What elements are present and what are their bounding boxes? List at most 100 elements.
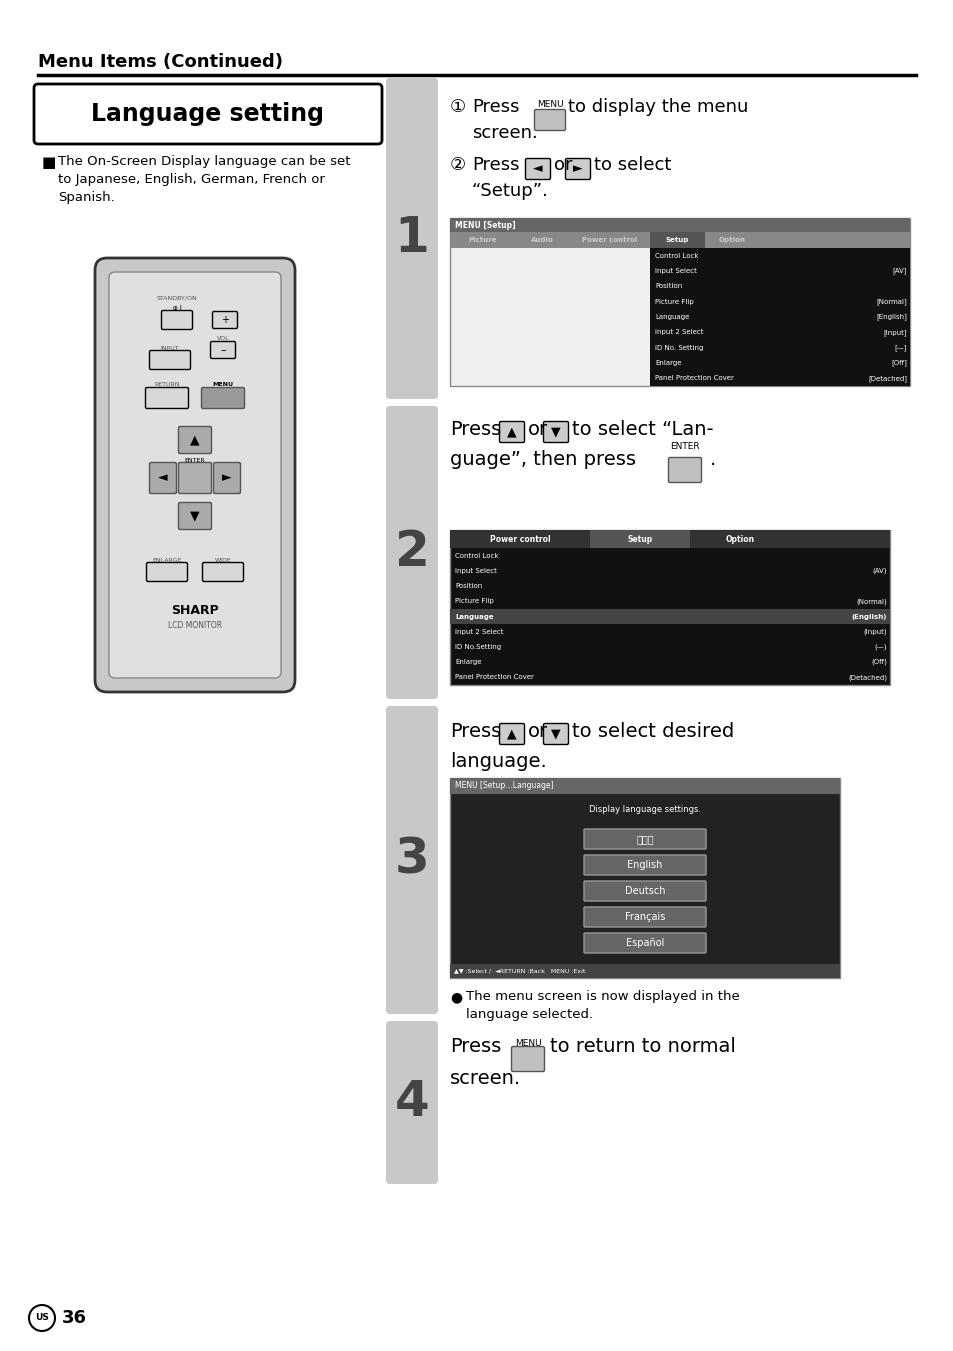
FancyBboxPatch shape: [525, 158, 550, 180]
Text: Power control: Power control: [489, 535, 550, 543]
Text: Setup: Setup: [665, 236, 688, 243]
Text: ▲: ▲: [190, 434, 199, 446]
Bar: [450, 965, 840, 978]
Text: –: –: [220, 345, 226, 355]
Text: Picture: Picture: [468, 236, 497, 243]
Text: VOL: VOL: [216, 335, 229, 340]
Text: STANDBY/ON: STANDBY/ON: [156, 296, 197, 300]
Bar: [689, 530, 789, 549]
FancyBboxPatch shape: [178, 503, 212, 530]
FancyBboxPatch shape: [583, 830, 705, 848]
Text: Position: Position: [455, 584, 482, 589]
Text: screen.: screen.: [472, 124, 537, 142]
FancyBboxPatch shape: [511, 1047, 544, 1071]
Text: Menu Items (Continued): Menu Items (Continued): [38, 53, 283, 72]
Text: to display the menu: to display the menu: [567, 99, 747, 116]
Text: to select: to select: [594, 155, 671, 174]
FancyBboxPatch shape: [211, 342, 235, 358]
Text: Input 2 Select: Input 2 Select: [655, 330, 702, 335]
Text: ▲: ▲: [507, 727, 517, 740]
FancyBboxPatch shape: [534, 109, 565, 131]
Text: [English]: [English]: [875, 313, 906, 320]
FancyBboxPatch shape: [178, 462, 212, 493]
Text: Input Select: Input Select: [655, 267, 696, 274]
Text: Press: Press: [450, 420, 500, 439]
Text: Input Select: Input Select: [455, 567, 497, 574]
Bar: [450, 530, 889, 685]
FancyBboxPatch shape: [583, 907, 705, 927]
FancyBboxPatch shape: [213, 462, 240, 493]
Text: ▲▼ :Select /  ◄RETURN :Back   MENU :Exit: ▲▼ :Select / ◄RETURN :Back MENU :Exit: [454, 969, 585, 974]
Text: Power control: Power control: [581, 236, 637, 243]
Text: (AV): (AV): [872, 567, 886, 574]
Text: 36: 36: [62, 1309, 87, 1327]
Text: [Input]: [Input]: [882, 328, 906, 335]
FancyBboxPatch shape: [201, 388, 244, 408]
Text: Position: Position: [655, 284, 681, 289]
Text: Language: Language: [655, 313, 689, 320]
Text: [—]: [—]: [894, 345, 906, 351]
Text: ►: ►: [573, 162, 582, 176]
Bar: [450, 778, 840, 794]
Text: Control Lock: Control Lock: [455, 553, 498, 558]
Bar: [450, 609, 889, 624]
FancyBboxPatch shape: [386, 1021, 437, 1183]
Text: [AV]: [AV]: [892, 267, 906, 274]
Text: Picture Flip: Picture Flip: [655, 299, 693, 305]
FancyBboxPatch shape: [178, 427, 212, 454]
Bar: [704, 232, 760, 249]
Text: WIDE: WIDE: [214, 558, 232, 562]
Text: 2: 2: [395, 528, 429, 577]
Text: Language setting: Language setting: [91, 101, 324, 126]
Text: +: +: [221, 315, 229, 326]
Text: (English): (English): [851, 613, 886, 620]
Text: ▼: ▼: [551, 426, 560, 439]
Text: Press: Press: [450, 1038, 500, 1056]
Text: ►: ►: [222, 471, 232, 485]
Text: The menu screen is now displayed in the
language selected.: The menu screen is now displayed in the …: [465, 990, 739, 1021]
Text: MENU [Setup]: MENU [Setup]: [455, 220, 515, 230]
Text: “Setup”.: “Setup”.: [472, 182, 548, 200]
Text: Picture Flip: Picture Flip: [455, 598, 494, 604]
Text: to return to normal: to return to normal: [550, 1038, 735, 1056]
Text: Press: Press: [450, 721, 500, 740]
Text: MENU: MENU: [537, 100, 562, 109]
Text: 日本語: 日本語: [636, 834, 653, 844]
Bar: [450, 218, 909, 232]
FancyBboxPatch shape: [202, 562, 243, 581]
FancyBboxPatch shape: [109, 272, 281, 678]
Text: 3: 3: [395, 836, 429, 884]
Text: ENTER: ENTER: [185, 458, 205, 462]
Text: [Normal]: [Normal]: [876, 299, 906, 305]
Text: ●: ●: [450, 990, 461, 1004]
Text: SHARP: SHARP: [171, 604, 218, 616]
Bar: [649, 232, 704, 249]
Text: English: English: [627, 861, 662, 870]
Text: Panel Protection Cover: Panel Protection Cover: [655, 376, 733, 381]
Text: screen.: screen.: [450, 1069, 520, 1088]
Text: .: .: [709, 450, 716, 469]
FancyBboxPatch shape: [583, 855, 705, 875]
FancyBboxPatch shape: [150, 350, 191, 370]
FancyBboxPatch shape: [386, 707, 437, 1015]
Text: The On-Screen Display language can be set
to Japanese, English, German, French o: The On-Screen Display language can be se…: [58, 155, 350, 204]
Bar: [515, 232, 569, 249]
Text: ◄: ◄: [158, 471, 168, 485]
Text: guage”, then press: guage”, then press: [450, 450, 636, 469]
Text: ▲: ▲: [507, 426, 517, 439]
FancyBboxPatch shape: [150, 462, 176, 493]
Text: Enlarge: Enlarge: [655, 359, 680, 366]
Bar: [450, 778, 840, 978]
Text: Press: Press: [472, 155, 519, 174]
Text: 4: 4: [395, 1078, 429, 1127]
FancyBboxPatch shape: [34, 84, 381, 145]
Text: ◄: ◄: [533, 162, 542, 176]
Text: ②: ②: [450, 155, 466, 174]
FancyBboxPatch shape: [499, 724, 524, 744]
Text: ENLARGE: ENLARGE: [152, 558, 182, 562]
Text: Français: Français: [624, 912, 664, 921]
FancyBboxPatch shape: [499, 422, 524, 443]
Text: ID No.Setting: ID No.Setting: [455, 644, 500, 650]
Text: Setup: Setup: [627, 535, 652, 543]
Text: INPUT: INPUT: [160, 346, 179, 350]
